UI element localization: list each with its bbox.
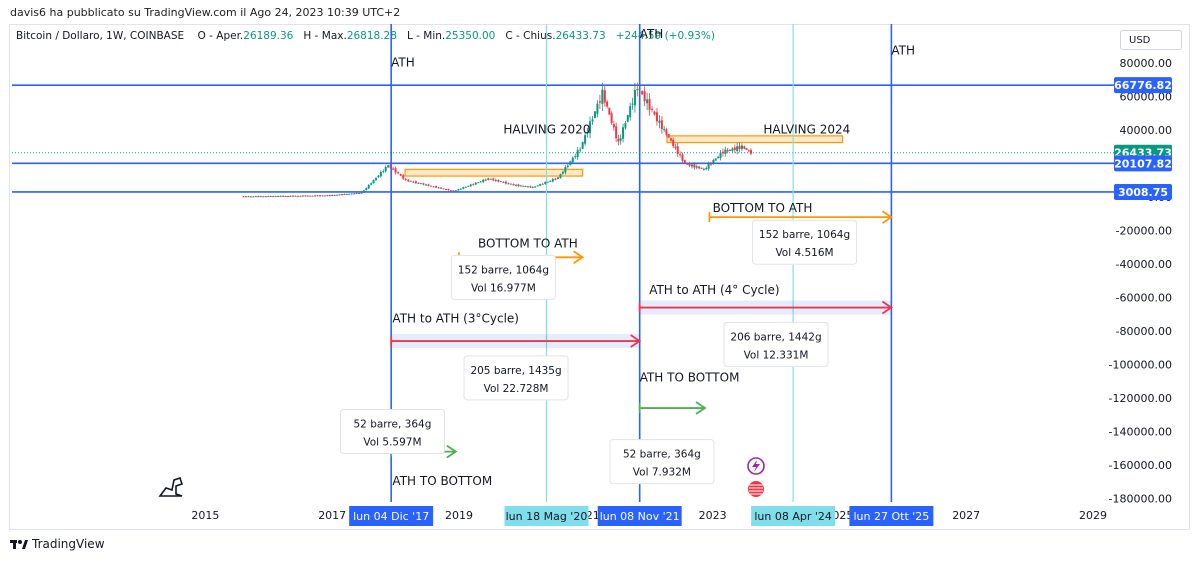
low-value: 25350.00: [445, 30, 496, 42]
high-label: H - Max.: [303, 30, 347, 42]
low-label: L - Min.: [406, 30, 446, 42]
footer-brand: TradingView: [10, 537, 105, 551]
open-value: 26189.36: [243, 30, 294, 42]
symbol-title[interactable]: Bitcoin / Dollaro, 1W, COINBASE: [16, 30, 185, 42]
publisher-note: davis6 ha pubblicato su TradingView.com …: [10, 6, 401, 19]
high-value: 26818.28: [346, 30, 397, 42]
footer-brand-text: TradingView: [32, 537, 105, 551]
close-value: 26433.73: [555, 30, 606, 42]
change-value: +244.59 (+0.93%): [615, 30, 715, 42]
ohlc-header: Bitcoin / Dollaro, 1W, COINBASE O - Aper…: [16, 30, 715, 42]
tradingview-logo-icon: [10, 540, 28, 549]
open-label: O - Aper.: [197, 30, 244, 42]
chart-panel[interactable]: [9, 24, 1190, 530]
close-label: C - Chius.: [505, 30, 556, 42]
currency-button[interactable]: USD: [1120, 30, 1182, 50]
